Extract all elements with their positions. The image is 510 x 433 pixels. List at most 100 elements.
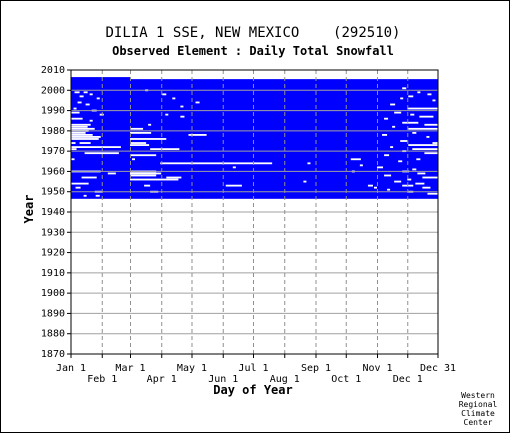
missing-data-mark — [166, 176, 182, 179]
x-tick-label: Jul 1 — [238, 363, 268, 374]
y-tick-label: 1950 — [41, 187, 65, 198]
missing-data-mark — [367, 184, 373, 187]
missing-data-mark — [432, 99, 436, 102]
x-tick-label: Sep 1 — [301, 363, 331, 374]
x-tick-label: Nov 1 — [362, 363, 392, 374]
credit-line: Climate — [461, 409, 495, 418]
credit-block: Western Regional Climate Center — [459, 391, 498, 427]
missing-data-mark — [417, 91, 421, 94]
missing-data-mark — [232, 166, 236, 169]
missing-data-mark — [400, 97, 404, 100]
missing-data-mark — [402, 87, 407, 90]
missing-data-mark — [408, 127, 439, 130]
missing-data-mark — [99, 113, 104, 116]
missing-data-mark — [303, 180, 307, 183]
missing-data-mark — [129, 174, 157, 177]
missing-data-mark — [70, 136, 101, 138]
y-tick-label: 1970 — [41, 146, 65, 157]
x-tick-label: Jan 1 — [56, 363, 86, 374]
missing-data-mark — [407, 107, 439, 110]
y-tick-label: 1920 — [41, 248, 65, 259]
missing-data-mark — [422, 186, 431, 189]
y-axis-label: Year — [22, 195, 36, 224]
missing-data-mark — [390, 103, 396, 106]
missing-data-mark — [70, 111, 80, 114]
missing-data-mark — [417, 172, 426, 175]
missing-data-mark — [188, 134, 207, 136]
missing-data-mark — [412, 168, 417, 171]
y-tick-label: 1960 — [41, 166, 65, 177]
missing-data-mark — [70, 127, 95, 130]
missing-data-mark — [407, 178, 412, 181]
missing-data-mark — [422, 176, 439, 179]
missing-data-mark — [70, 138, 99, 140]
missing-data-mark — [79, 142, 91, 144]
missing-data-mark — [387, 188, 391, 191]
credit-line: Western — [461, 391, 495, 400]
missing-data-mark — [162, 93, 167, 96]
missing-data-mark — [160, 162, 273, 165]
missing-data-mark — [415, 182, 425, 185]
missing-data-mark — [412, 148, 439, 151]
missing-data-mark — [75, 186, 81, 189]
missing-data-mark — [427, 93, 432, 96]
missing-data-mark — [426, 136, 430, 138]
missing-data-mark — [148, 123, 152, 126]
x-tick-label: Feb 1 — [87, 374, 117, 385]
y-tick-label: 1890 — [41, 308, 65, 319]
y-tick-label: 1980 — [41, 126, 65, 137]
missing-data-mark — [70, 142, 76, 144]
missing-data-mark — [144, 184, 151, 187]
missing-data-mark — [384, 174, 392, 177]
missing-data-mark — [180, 105, 184, 108]
x-tick-label: Oct 1 — [331, 374, 361, 385]
credit-line: Center — [464, 418, 493, 427]
missing-data-mark — [408, 144, 439, 146]
y-tick-label: 1870 — [41, 349, 65, 360]
missing-data-mark — [70, 146, 121, 148]
missing-data-mark — [382, 134, 388, 136]
missing-data-mark — [70, 158, 75, 161]
missing-data-mark — [129, 127, 144, 130]
missing-data-mark — [129, 178, 179, 181]
missing-data-mark — [70, 182, 89, 185]
missing-data-mark — [424, 152, 439, 155]
missing-data-mark — [225, 184, 242, 187]
missing-data-mark — [129, 131, 152, 134]
missing-data-mark — [129, 172, 162, 175]
missing-data-mark — [129, 144, 150, 146]
missing-data-mark — [70, 117, 83, 120]
missing-data-mark — [107, 172, 116, 175]
missing-data-mark — [408, 95, 414, 98]
y-tick-label: 1940 — [41, 207, 65, 218]
missing-data-mark — [307, 162, 311, 165]
x-tick-label: Aug 1 — [270, 374, 300, 385]
missing-data-mark — [359, 164, 363, 167]
missing-data-mark — [350, 158, 361, 161]
missing-data-mark — [424, 123, 439, 126]
missing-data-mark — [70, 125, 88, 128]
y-tick-label: 1900 — [41, 288, 65, 299]
missing-data-mark — [398, 160, 403, 163]
missing-data-mark — [70, 131, 86, 134]
y-tick-label: 1990 — [41, 106, 65, 117]
missing-data-mark — [416, 158, 421, 161]
missing-data-mark — [150, 148, 180, 151]
missing-data-mark — [81, 176, 97, 179]
missing-data-mark — [83, 91, 88, 94]
missing-data-mark — [96, 97, 100, 100]
missing-data-mark — [394, 180, 402, 183]
missing-data-mark — [73, 107, 77, 110]
x-tick-label: Jun 1 — [208, 374, 238, 385]
missing-data-mark — [180, 115, 185, 118]
missing-data-mark — [419, 115, 434, 118]
missing-data-mark — [129, 154, 157, 157]
missing-data-mark — [384, 117, 389, 120]
y-tick-label: 1880 — [41, 329, 65, 340]
missing-data-mark — [394, 111, 402, 114]
missing-data-mark — [129, 138, 167, 140]
chart-title: DILIA 1 SSE, NEW MEXICO (292510) — [105, 25, 400, 41]
missing-data-mark — [402, 121, 419, 124]
missing-data-mark — [165, 113, 169, 116]
